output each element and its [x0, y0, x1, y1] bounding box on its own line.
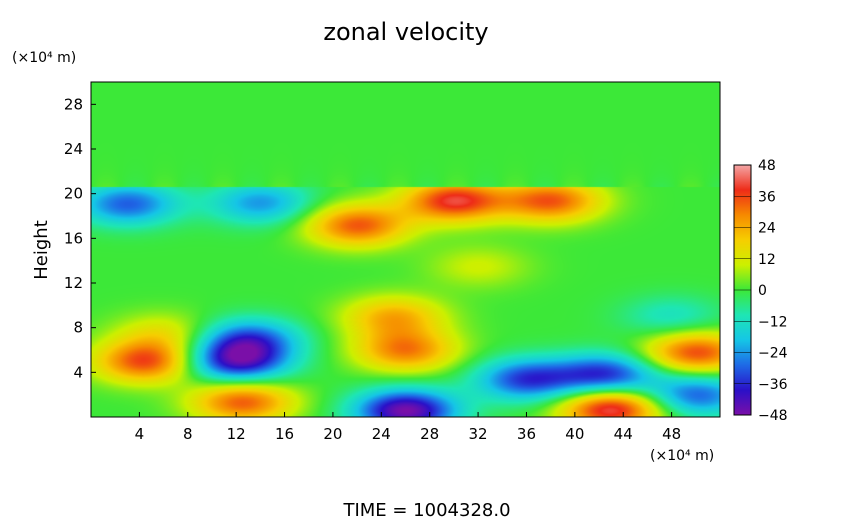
- x-tick-label: 36: [517, 425, 536, 443]
- x-tick-label: 44: [614, 425, 633, 443]
- colorbar-tick-label: −36: [758, 377, 788, 393]
- colorbar-tick-label: 48: [758, 158, 776, 174]
- heatmap-plot: [90, 81, 721, 418]
- x-tick-label: 20: [323, 425, 342, 443]
- colorbar-tick-label: 0: [758, 283, 767, 299]
- colorbar: 48 36 24 12 0 −12 −24 −36 −48: [733, 158, 788, 424]
- y-axis: 4 8 12 16 20 24 28: [64, 95, 96, 381]
- colorbar-tick-label: −48: [758, 408, 788, 424]
- colorbar-tick-label: 24: [758, 221, 776, 237]
- y-tick-label: 28: [64, 95, 83, 113]
- chart-title: zonal velocity: [323, 18, 488, 46]
- x-tick-label: 8: [183, 425, 193, 443]
- y-axis-label: Height: [31, 220, 52, 280]
- x-tick-label: 28: [420, 425, 439, 443]
- x-tick-label: 24: [372, 425, 391, 443]
- colorbar-tick-label: −24: [758, 346, 788, 362]
- time-label: TIME = 1004328.0: [342, 500, 510, 519]
- plot-frame: [90, 81, 721, 418]
- x-tick-label: 48: [662, 425, 681, 443]
- x-axis-unit: (×10⁴ m): [650, 448, 714, 464]
- x-tick-label: 40: [565, 425, 584, 443]
- y-axis-unit: (×10⁴ m): [12, 50, 76, 66]
- y-tick-label: 20: [64, 185, 83, 203]
- heatmap-field: [91, 82, 720, 417]
- x-tick-label: 16: [275, 425, 294, 443]
- x-tick-label: 4: [135, 425, 145, 443]
- y-tick-label: 4: [73, 363, 83, 381]
- colorbar-tick-label: −12: [758, 314, 788, 330]
- colorbar-tick-label: 36: [758, 189, 776, 205]
- x-axis: 4 8 12 16 20 24 28 32 36 40 44 48: [135, 412, 681, 443]
- y-tick-label: 8: [73, 319, 83, 337]
- colorbar-ticks: 48 36 24 12 0 −12 −24 −36 −48: [734, 158, 788, 424]
- y-tick-label: 12: [64, 274, 83, 292]
- colorbar-tick-label: 12: [758, 252, 776, 268]
- y-tick-label: 16: [64, 229, 83, 247]
- x-tick-label: 12: [227, 425, 246, 443]
- y-tick-label: 24: [64, 140, 83, 158]
- x-tick-label: 32: [469, 425, 488, 443]
